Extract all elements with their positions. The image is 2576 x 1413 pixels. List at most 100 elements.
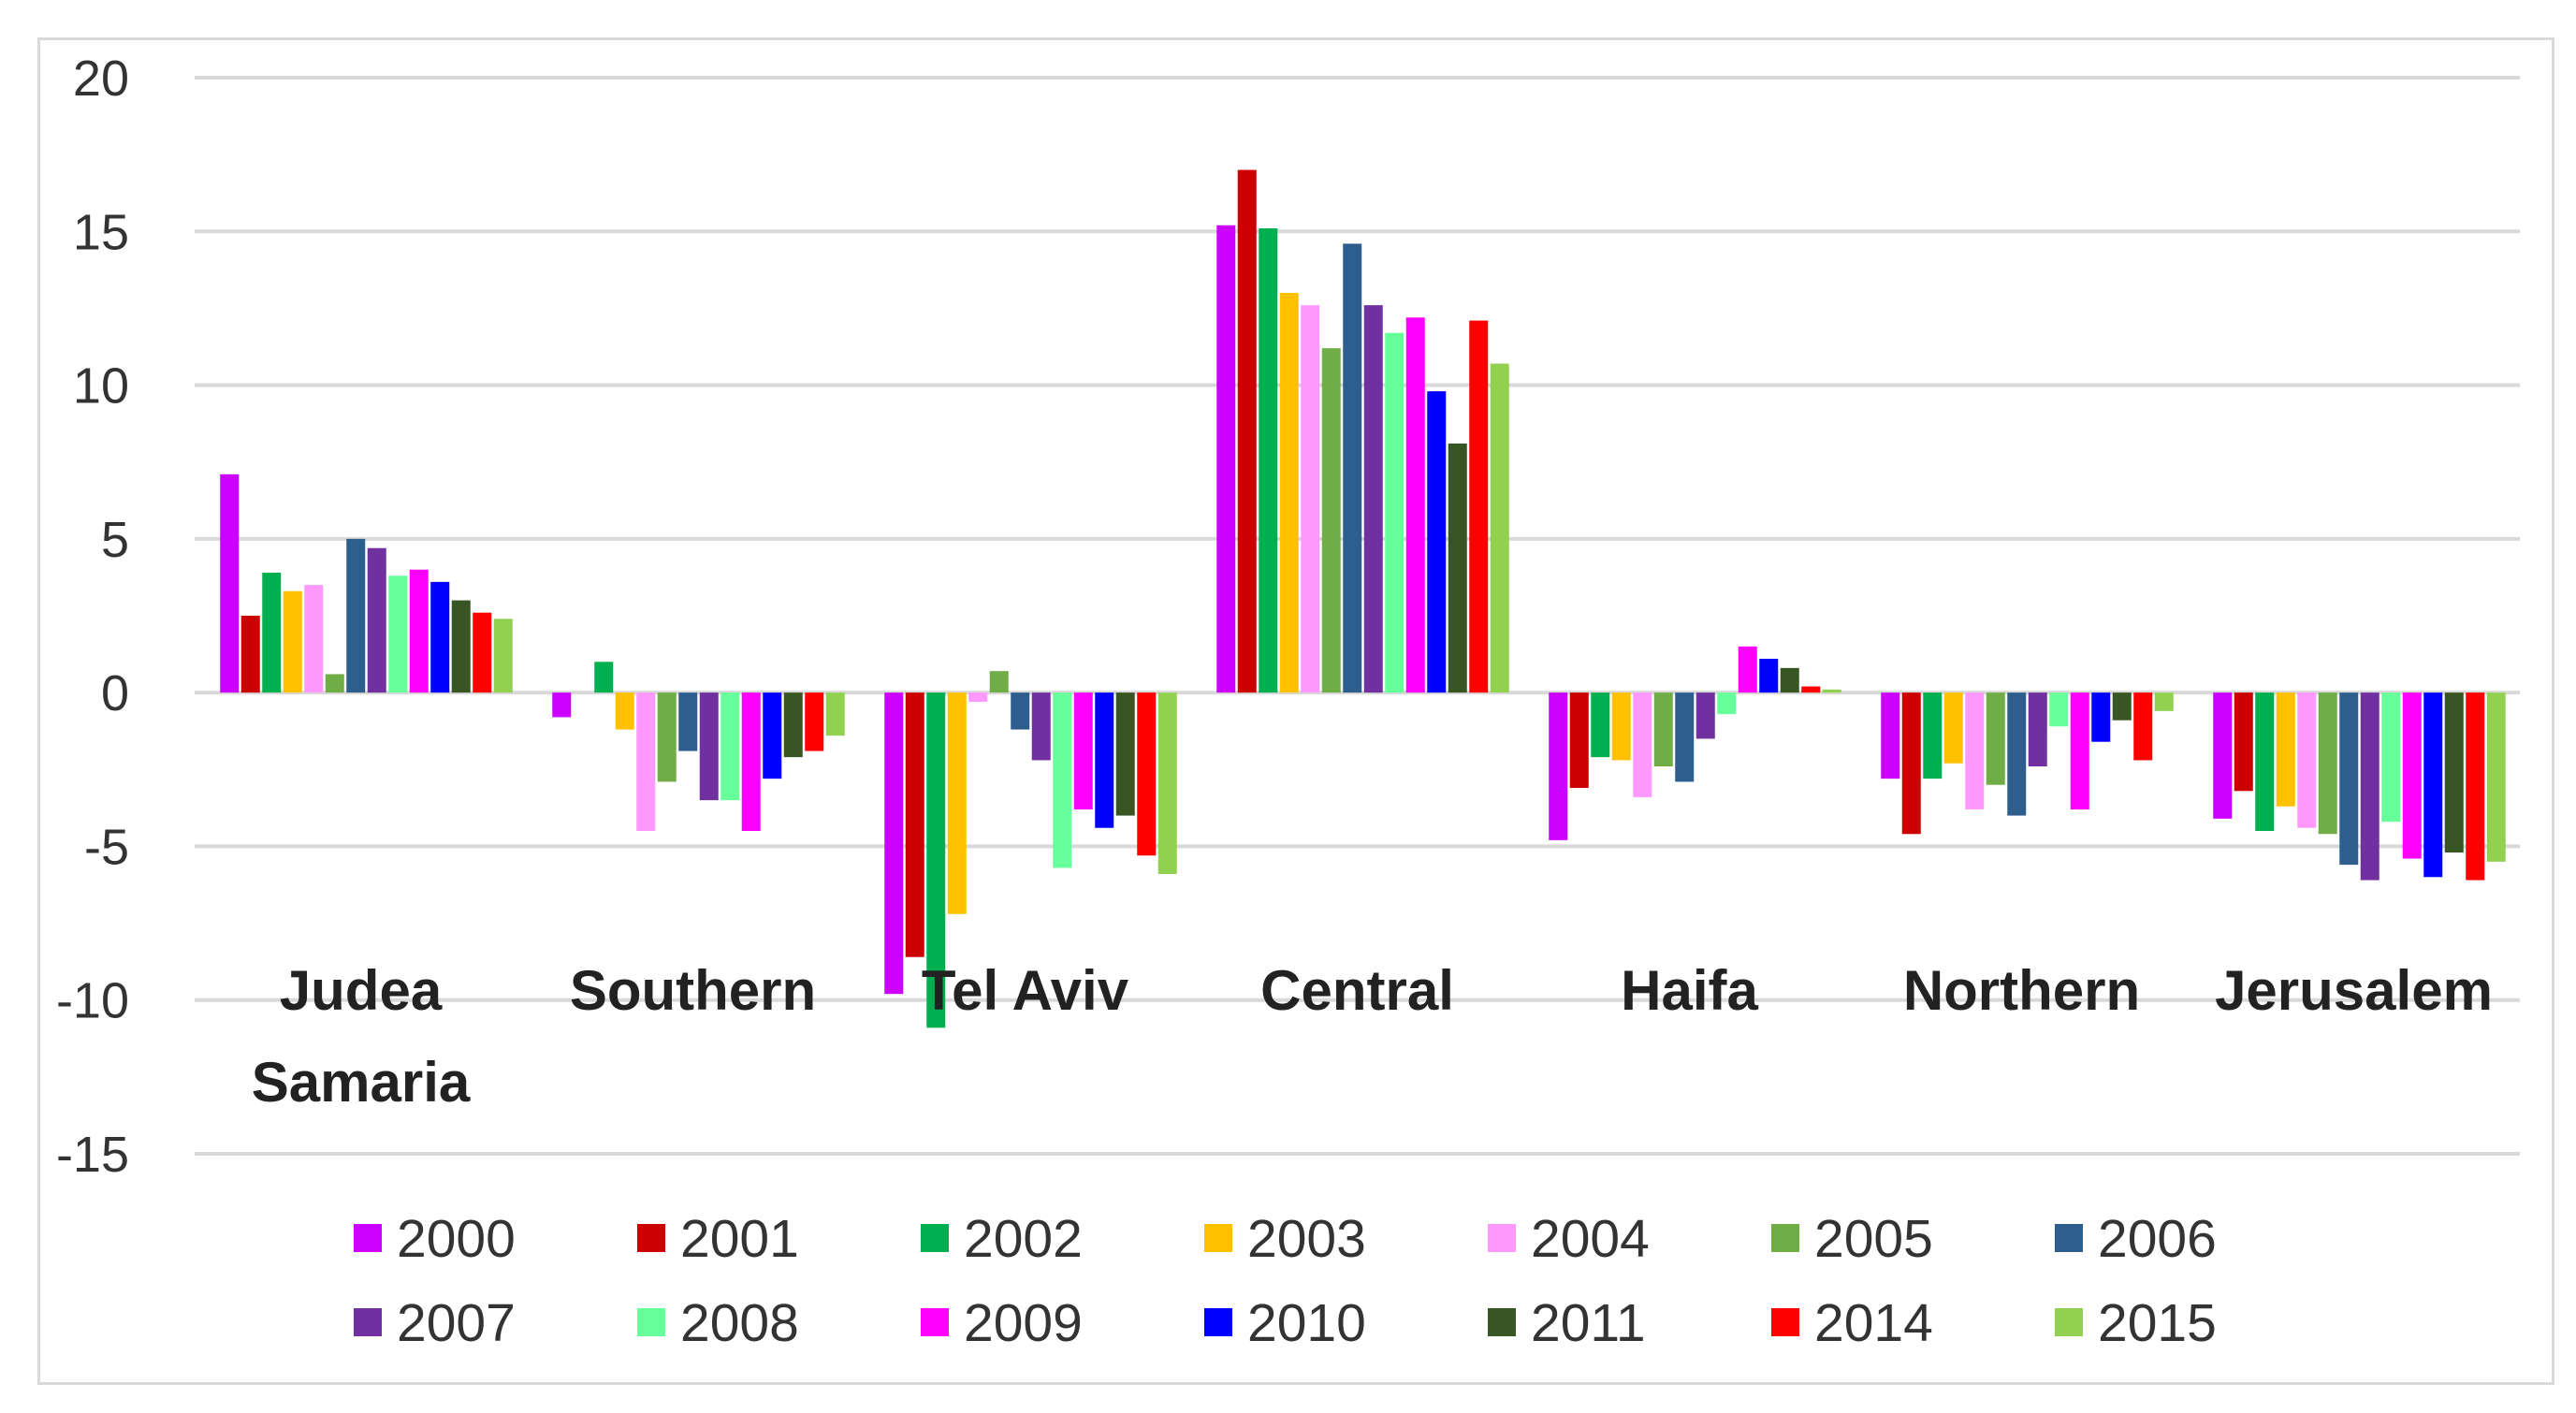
bar — [367, 547, 386, 693]
bar — [783, 692, 803, 758]
legend-swatch — [2055, 1224, 2083, 1252]
bar — [2423, 692, 2443, 878]
y-tick-label: -15 — [56, 1127, 129, 1183]
bar — [1591, 692, 1610, 758]
bar — [1343, 243, 1362, 693]
legend-label: 2001 — [680, 1209, 799, 1269]
y-tick-label: -10 — [56, 973, 129, 1029]
bar — [2444, 692, 2464, 852]
legend-label: 2009 — [964, 1293, 1083, 1353]
bar — [1237, 169, 1257, 693]
bar — [346, 538, 366, 693]
bar — [2028, 692, 2047, 766]
bar — [2381, 692, 2401, 823]
bar — [1923, 692, 1943, 779]
legend-swatch — [921, 1308, 949, 1336]
bar — [1405, 317, 1425, 693]
bar — [1448, 444, 1467, 693]
legend-label: 2000 — [397, 1209, 516, 1269]
bar — [805, 692, 824, 751]
bar — [2486, 692, 2506, 862]
bar — [2276, 692, 2295, 807]
bar — [220, 473, 240, 693]
bar — [1717, 692, 1737, 715]
legend-swatch — [1204, 1308, 1232, 1336]
bar — [1053, 692, 1072, 868]
legend-swatch — [1771, 1224, 1799, 1252]
legend: 2000 2001 2002 2003 2004 2005 2006 2007 2008 2009… — [354, 1209, 2217, 1353]
bar — [1943, 692, 1963, 764]
bar — [283, 590, 302, 693]
bar — [926, 692, 946, 1028]
bar — [615, 692, 634, 730]
bar — [1675, 692, 1695, 782]
legend-swatch — [354, 1224, 382, 1252]
bar — [1549, 692, 1568, 840]
bar — [1363, 305, 1383, 693]
bar — [763, 692, 782, 779]
bar — [2007, 692, 2027, 816]
bar — [451, 600, 471, 693]
bar — [720, 692, 740, 801]
bar — [473, 612, 492, 693]
bar — [1259, 228, 1278, 693]
bar — [678, 692, 698, 751]
bar — [1115, 692, 1135, 816]
bar — [1633, 692, 1652, 797]
bar — [240, 616, 260, 693]
legend-label: 2011 — [1531, 1293, 1646, 1353]
category-label: Judea — [280, 959, 443, 1022]
chart-frame: -15 -10 -5 0 5 10 15 20 Judea Samaria Southern Tel… — [37, 37, 2554, 1385]
legend-label: 2007 — [397, 1293, 516, 1353]
category-label: Northern — [1903, 959, 2140, 1022]
category-label: Central — [1260, 959, 1454, 1022]
category-label: Southern — [570, 959, 816, 1022]
bar — [2049, 692, 2069, 727]
bar — [262, 573, 282, 693]
y-tick-label: 15 — [73, 204, 129, 260]
bar — [1569, 692, 1589, 788]
bar — [1011, 692, 1030, 730]
bars — [220, 169, 2506, 1028]
legend-swatch — [637, 1308, 665, 1336]
bar — [1095, 692, 1114, 828]
legend-swatch — [354, 1308, 382, 1336]
legend-swatch — [637, 1224, 665, 1252]
bar — [594, 662, 614, 693]
category-labels: Judea Samaria Southern Tel Aviv Central Haifa… — [252, 959, 2493, 1114]
y-tick-label: 10 — [73, 358, 129, 415]
legend-label: 2003 — [1247, 1209, 1366, 1269]
bar — [968, 692, 988, 702]
bar — [1696, 692, 1715, 739]
bar — [2213, 692, 2233, 819]
legend-swatch — [1488, 1308, 1516, 1336]
bar — [1881, 692, 1900, 779]
bar — [1137, 692, 1157, 856]
bar — [1801, 686, 1821, 693]
bar — [430, 581, 450, 693]
bar — [1216, 225, 1236, 693]
legend-label: 2010 — [1247, 1293, 1366, 1353]
bar — [636, 692, 656, 831]
bar-chart: -15 -10 -5 0 5 10 15 20 Judea Samaria Southern Tel… — [56, 51, 2520, 1353]
y-tick-label: 20 — [73, 51, 129, 107]
bar — [2402, 692, 2422, 859]
legend-label: 2006 — [2098, 1209, 2217, 1269]
category-label: Tel Aviv — [922, 959, 1129, 1022]
bar — [2234, 692, 2253, 792]
bar — [1611, 692, 1631, 761]
bar — [2091, 692, 2111, 742]
bar — [304, 585, 324, 693]
bar — [884, 692, 904, 995]
bar — [2466, 692, 2485, 881]
bar — [1321, 348, 1341, 693]
legend-label: 2015 — [2098, 1293, 2217, 1353]
bar — [493, 619, 513, 693]
bar — [2255, 692, 2275, 831]
bar — [1031, 692, 1051, 761]
bar — [1385, 332, 1404, 693]
bar — [1073, 692, 1093, 809]
bar — [2070, 692, 2089, 809]
bar — [1490, 363, 1509, 693]
bar — [1301, 305, 1320, 693]
